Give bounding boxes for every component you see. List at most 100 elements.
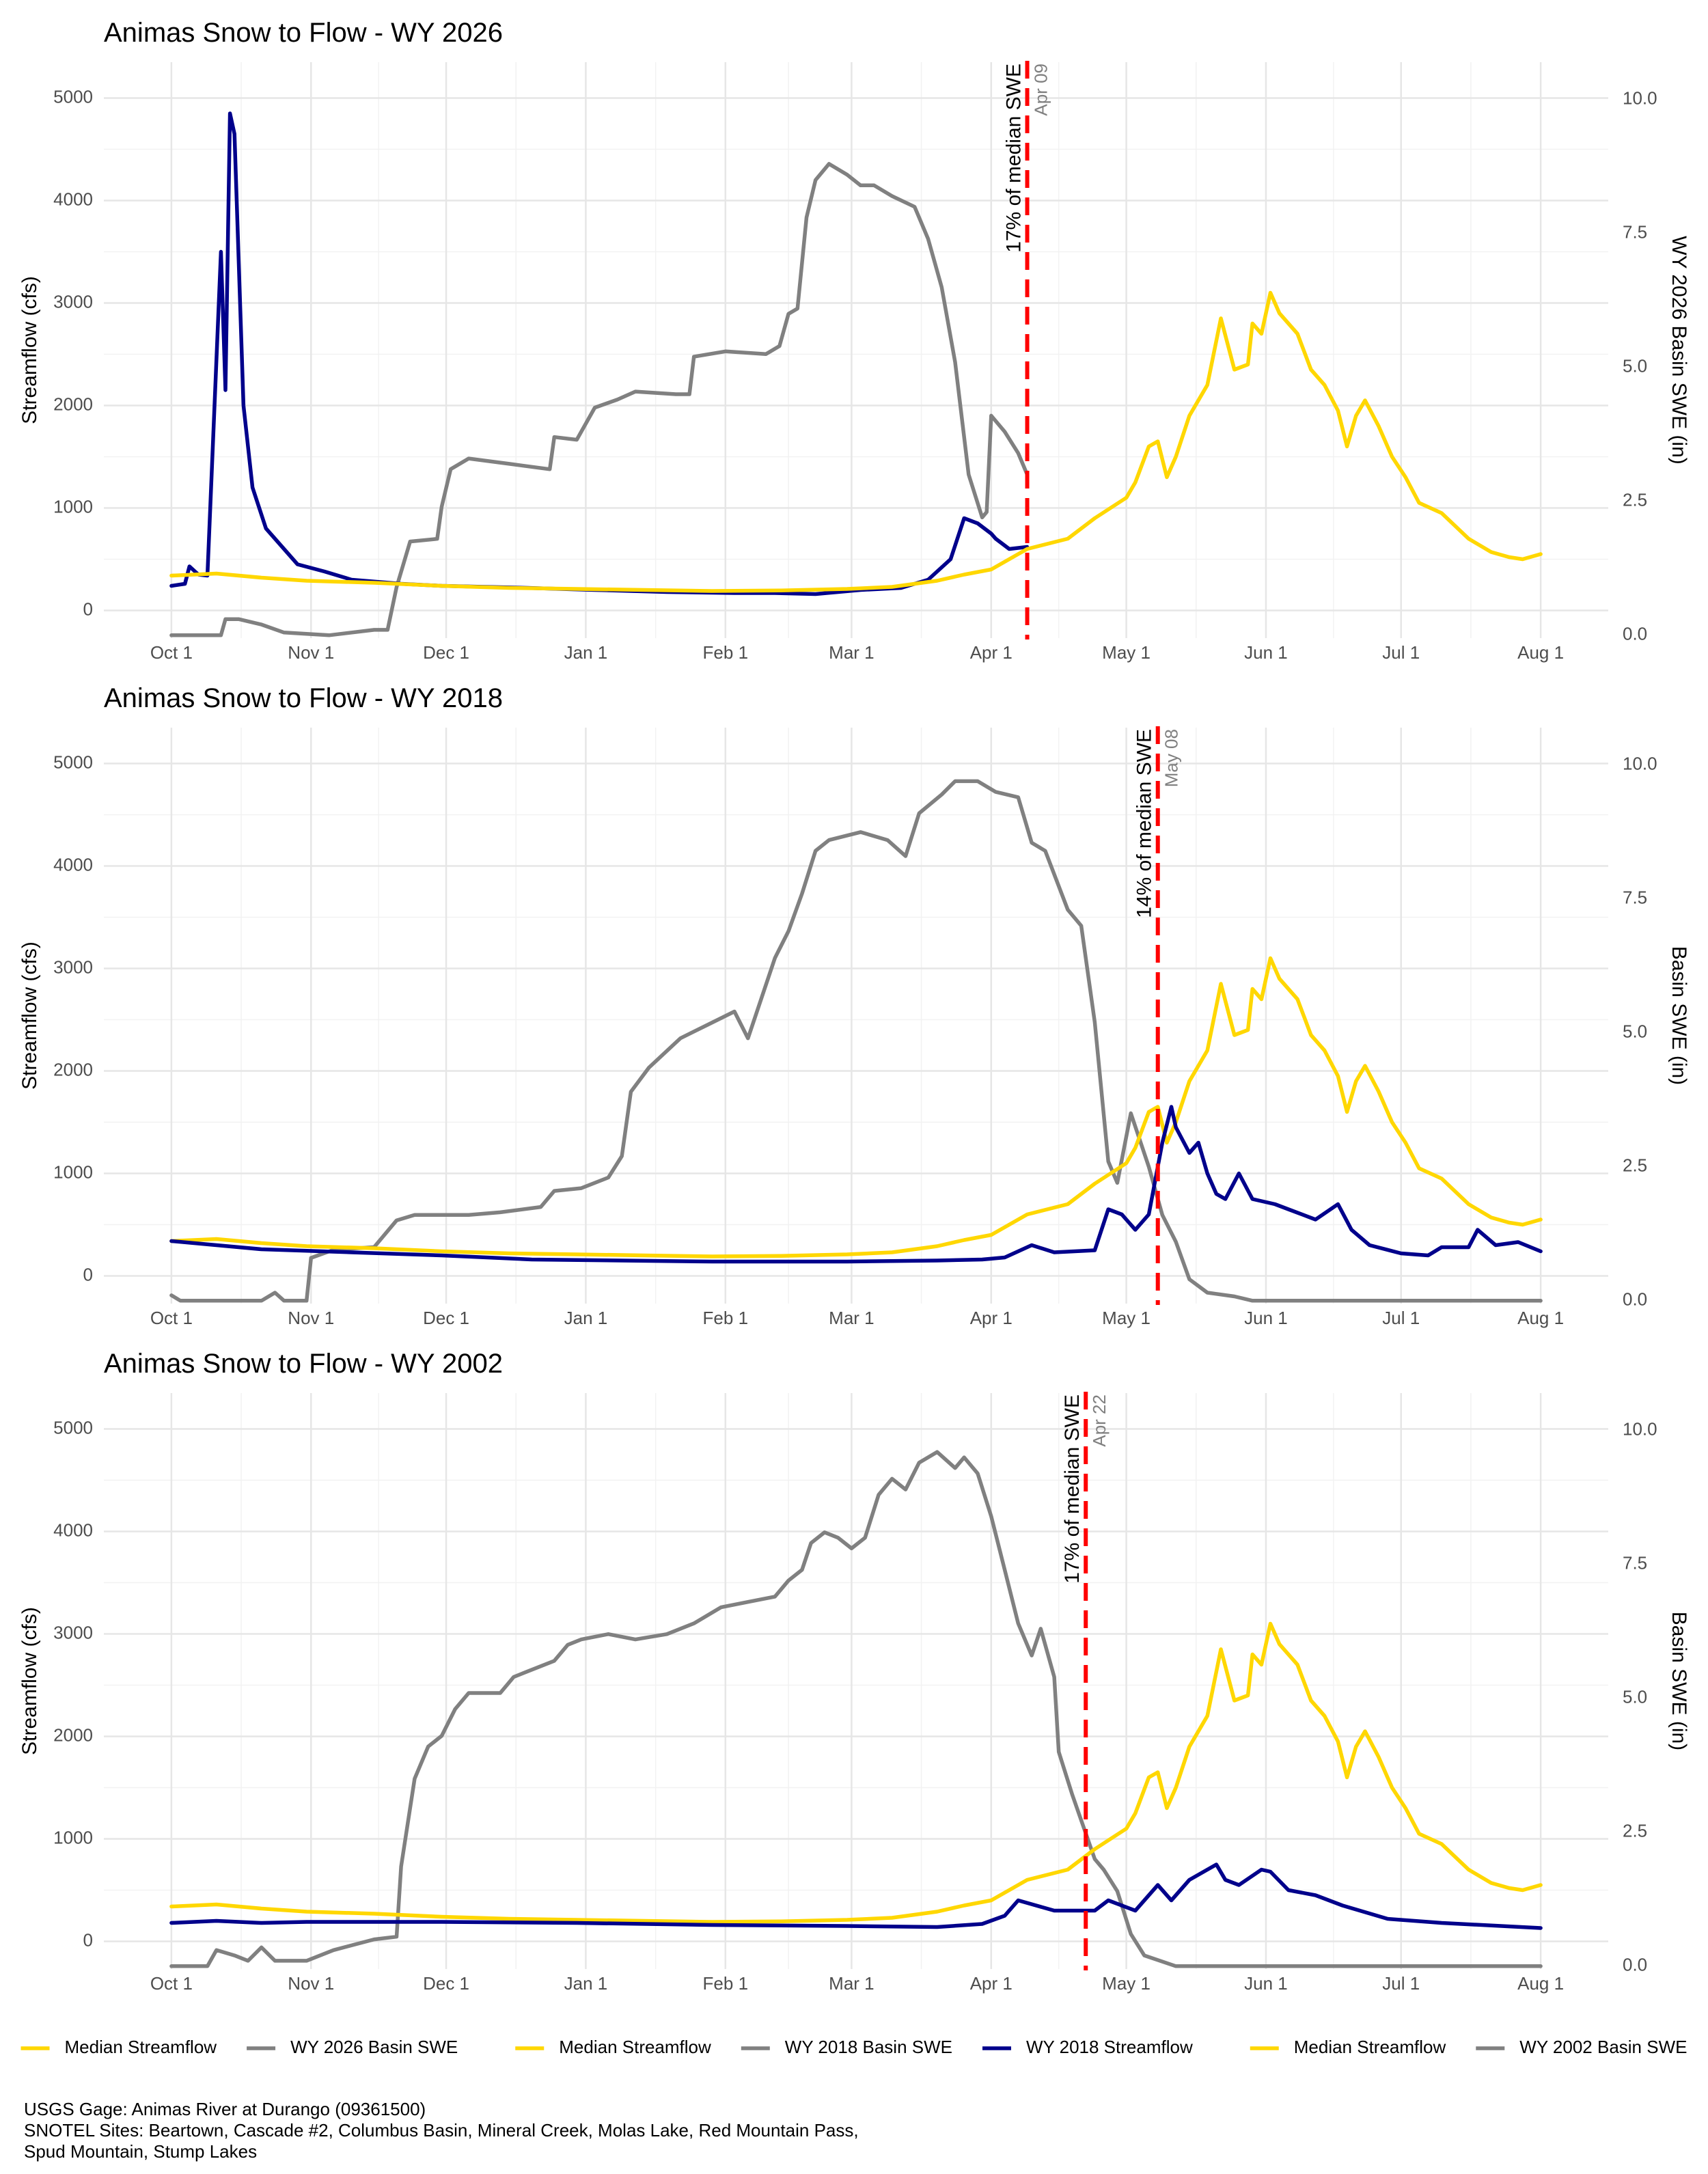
y-tick-label: 1000 [53,1161,93,1182]
chart-title: Animas Snow to Flow - WY 2026 [104,18,503,48]
y2-tick-label: 2.5 [1623,1155,1647,1176]
series-line [169,1862,1543,1930]
legend-label: Median Streamflow [559,2037,711,2057]
x-tick-label: Dec 1 [423,1308,469,1328]
legend-label: Median Streamflow [65,2037,217,2057]
y2-axis-title: Basin SWE (in) [1668,1612,1690,1750]
y-tick-label: 2000 [53,1059,93,1079]
x-tick-label: Aug 1 [1517,1308,1564,1328]
x-tick-label: Oct 1 [150,1973,193,1994]
panel: Animas Snow to Flow - WY 2018 0 1000 2000 30… [18,683,1690,1328]
x-tick-label: Oct 1 [150,1308,193,1328]
x-tick-label: Apr 1 [970,642,1013,663]
series-line [169,1450,1543,1968]
y2-tick-label: 2.5 [1623,490,1647,510]
series-line [169,1621,1543,1924]
x-tick-label: Aug 1 [1517,1973,1564,1994]
x-tick-label: Mar 1 [829,1973,874,1994]
x-tick-label: Nov 1 [288,1973,334,1994]
x-tick-label: Jan 1 [564,642,608,663]
y-tick-label: 0 [83,1929,93,1950]
y-tick-label: 5000 [53,1417,93,1437]
x-tick-label: Jul 1 [1382,1973,1420,1994]
x-tick-label: Nov 1 [288,1308,334,1328]
chart-title: Animas Snow to Flow - WY 2018 [104,683,503,713]
x-tick-label: Feb 1 [703,1973,749,1994]
chart-title: Animas Snow to Flow - WY 2002 [104,1349,503,1379]
marker-note: 14% of median SWE [1133,729,1156,918]
caption-line: SNOTEL Sites: Beartown, Cascade #2, Colu… [24,2120,859,2141]
x-tick-label: Jan 1 [564,1973,608,1994]
y2-tick-label: 10.0 [1623,88,1657,109]
marker-date: May 08 [1161,729,1182,787]
y2-axis-title: WY 2026 Basin SWE (in) [1668,236,1690,465]
x-tick-label: Mar 1 [829,1308,874,1328]
caption-line: Spud Mountain, Stump Lakes [24,2141,257,2162]
legend-label: Median Streamflow [1294,2037,1446,2057]
y-axis-title: Streamflow (cfs) [18,276,41,424]
legend-label: WY 2026 Basin SWE [290,2037,458,2057]
x-tick-label: Mar 1 [829,642,874,663]
series-line [169,779,1543,1303]
y-tick-label: 1000 [53,1827,93,1847]
y-axis-title: Streamflow (cfs) [18,1607,41,1755]
y-tick-label: 1000 [53,496,93,517]
y-tick-label: 4000 [53,1519,93,1540]
y2-tick-label: 10.0 [1623,754,1657,774]
x-tick-label: Nov 1 [288,642,334,663]
y-tick-label: 2000 [53,394,93,414]
x-tick-label: Apr 1 [970,1308,1013,1328]
legend-label: WY 2018 Streamflow [1026,2037,1193,2057]
y2-tick-label: 5.0 [1623,1687,1647,1707]
y-tick-label: 4000 [53,189,93,209]
x-tick-label: Feb 1 [703,1308,749,1328]
x-tick-label: May 1 [1102,1308,1151,1328]
series-line [169,956,1543,1258]
marker-date: Apr 22 [1089,1394,1110,1447]
y2-tick-label: 7.5 [1623,1553,1647,1573]
y-tick-label: 3000 [53,957,93,977]
marker-note: 17% of median SWE [1061,1394,1084,1584]
y-tick-label: 3000 [53,1622,93,1642]
caption-line: USGS Gage: Animas River at Durango (0936… [24,2099,426,2119]
legend-label: WY 2018 Basin SWE [785,2037,952,2057]
y2-axis-title: Basin SWE (in) [1668,946,1690,1085]
x-tick-label: Dec 1 [423,1973,469,1994]
y2-tick-label: 7.5 [1623,222,1647,243]
x-tick-label: Oct 1 [150,642,193,663]
y-tick-label: 0 [83,598,93,619]
x-tick-label: Apr 1 [970,1973,1013,1994]
x-tick-label: Jul 1 [1382,1308,1420,1328]
panel: Animas Snow to Flow - WY 2026 0 1000 2000 30… [18,18,1690,663]
x-tick-label: Aug 1 [1517,642,1564,663]
legend-label: WY 2002 Basin SWE [1519,2037,1687,2057]
y-tick-label: 2000 [53,1724,93,1745]
y-tick-label: 0 [83,1264,93,1284]
x-tick-label: May 1 [1102,1973,1151,1994]
x-tick-label: Jun 1 [1244,642,1288,663]
y-tick-label: 4000 [53,854,93,875]
panel: Animas Snow to Flow - WY 2002 0 1000 2000 30… [18,1349,1690,1994]
series-line [169,290,1543,593]
series-line [169,1105,1543,1264]
y2-tick-label: 10.0 [1623,1419,1657,1440]
x-tick-label: Feb 1 [703,642,749,663]
marker-date: Apr 09 [1030,64,1051,116]
y2-tick-label: 7.5 [1623,888,1647,908]
y2-tick-label: 0.0 [1623,1289,1647,1310]
y-tick-label: 5000 [53,86,93,107]
x-tick-label: Dec 1 [423,642,469,663]
y-tick-label: 5000 [53,752,93,772]
y2-tick-label: 2.5 [1623,1821,1647,1841]
x-tick-label: May 1 [1102,642,1151,663]
y2-tick-label: 5.0 [1623,1021,1647,1042]
x-tick-label: Jun 1 [1244,1973,1288,1994]
marker-note: 17% of median SWE [1002,64,1025,253]
series-line [169,162,1030,637]
y-axis-title: Streamflow (cfs) [18,941,41,1090]
y2-tick-label: 0.0 [1623,624,1647,644]
y2-tick-label: 0.0 [1623,1955,1647,1975]
x-tick-label: Jan 1 [564,1308,608,1328]
